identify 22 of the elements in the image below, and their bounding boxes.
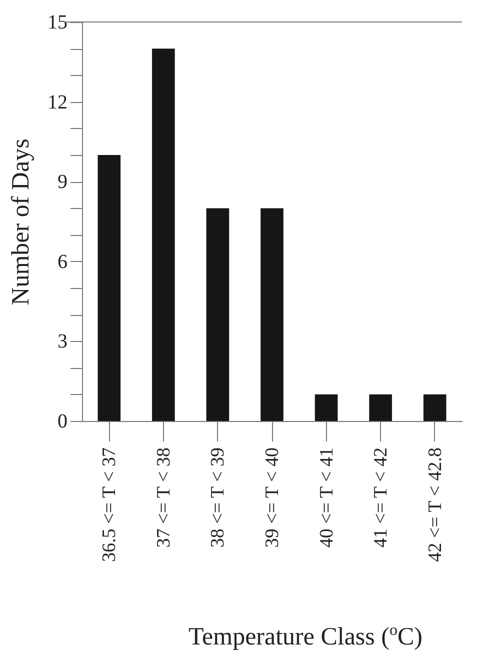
- y-tick-label: 15: [48, 12, 68, 34]
- bar: [423, 394, 446, 421]
- x-tick-label: 40 <= T < 41: [316, 448, 338, 548]
- y-tick-label: 3: [58, 330, 68, 353]
- bar: [152, 48, 175, 421]
- x-axis-title: Temperature Class ($^{o}$C): [188, 622, 424, 652]
- y-tick-label: 9: [58, 171, 68, 194]
- bar: [98, 155, 121, 421]
- x-tick-label: 38 <= T < 39: [208, 448, 229, 548]
- y-tick-label: 6: [58, 250, 68, 273]
- bar: [369, 394, 392, 421]
- y-axis-title: Number of Days: [8, 138, 34, 306]
- bar: [260, 208, 284, 421]
- bar: [314, 394, 338, 421]
- y-tick-label: 0: [58, 410, 68, 432]
- x-tick-label: 42 <= T < 42.8: [424, 448, 446, 562]
- x-tick-label: 36.5 <= T < 37: [99, 448, 120, 562]
- x-tick-label: 37 <= T < 38: [153, 448, 174, 548]
- y-tick-label: 12: [48, 91, 68, 114]
- x-tick-label: 39 <= T < 40: [262, 448, 283, 548]
- x-tick-label: 41 <= T < 42: [370, 448, 392, 548]
- bar: [206, 208, 230, 421]
